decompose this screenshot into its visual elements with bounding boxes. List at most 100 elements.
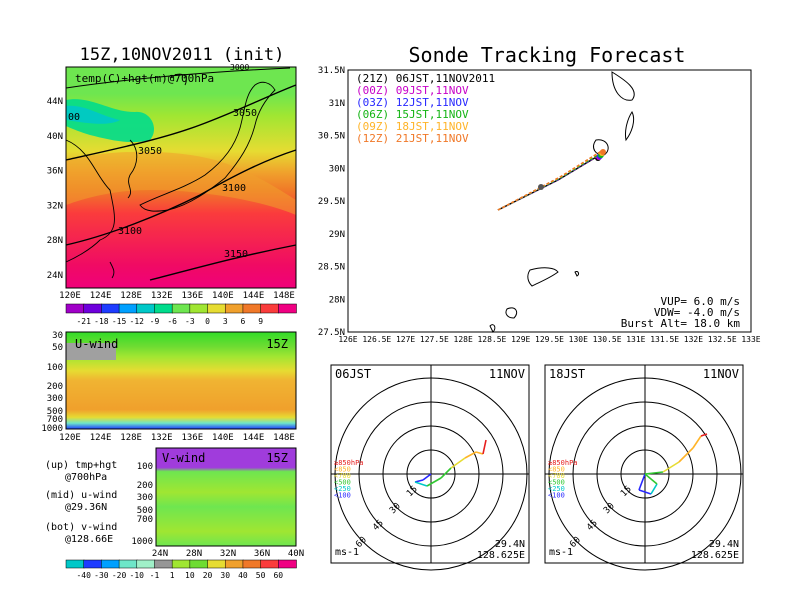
temp-map-panel: 3050 3050 3100 3100 3150 00 3000 temp(C)… — [47, 63, 297, 301]
hodograph-segment — [422, 473, 432, 481]
track-legend-entry: (09Z) 18JST,11NOV — [356, 120, 469, 133]
colorbar-label: 0 — [205, 317, 210, 326]
temp-map-label: temp(C)+hgt(m)@700hPa — [75, 72, 214, 85]
hodograph-level-label: <100 — [334, 492, 351, 500]
axis-tick-label: 500 — [137, 506, 153, 516]
hodograph-segment — [638, 473, 646, 491]
track-endpoint — [600, 149, 606, 155]
axis-tick-label: 27.5N — [318, 328, 345, 338]
colorbar-swatch — [189, 303, 209, 314]
temp-map-frame — [65, 66, 297, 289]
hodograph-frame — [544, 364, 744, 564]
colorbar-label: 10 — [185, 571, 195, 580]
axis-tick-label: 148E — [273, 433, 295, 443]
axis-tick-label: 128E — [120, 291, 142, 301]
hodograph-segment — [650, 483, 658, 495]
colorbar-label: -6 — [167, 317, 177, 326]
axis-tick-label: 120E — [59, 433, 81, 443]
hodograph-date: 11NOV — [703, 367, 739, 381]
axis-tick-label: 131.5E — [650, 335, 679, 344]
colorbar-swatch — [224, 559, 244, 569]
island-small — [574, 271, 579, 277]
island-amami — [527, 267, 559, 287]
colorbar-swatch — [65, 303, 85, 314]
hodograph-level-label: <850 — [334, 466, 351, 474]
hodograph-level-label: <100 — [548, 492, 565, 500]
hodograph-unit: ms-1 — [335, 547, 359, 558]
axis-tick-label: 126.5E — [362, 335, 391, 344]
track-frame — [347, 69, 752, 333]
hodograph-level-label: ≥850hPa — [334, 459, 364, 467]
note-line: @128.66E — [65, 534, 113, 545]
param-vup: VUP= 6.0 m/s — [661, 295, 740, 308]
axis-tick-label: 200 — [137, 481, 153, 491]
axis-tick-label: 144E — [243, 433, 265, 443]
axis-tick-label: 700 — [137, 515, 153, 525]
colorbar-swatch — [260, 303, 280, 314]
note-line: @29.36N — [65, 502, 107, 513]
track-legend-entry: (12Z) 21JST,11NOV — [356, 132, 469, 145]
colorbar-label: -9 — [150, 317, 160, 326]
axis-tick-label: 700 — [47, 415, 63, 425]
colorbar-label: -10 — [130, 571, 145, 580]
axis-tick-label: 100 — [47, 363, 63, 373]
colorbar-swatch — [278, 303, 297, 314]
hodograph-unit: ms-1 — [549, 547, 573, 558]
axis-tick-label: 100 — [137, 462, 153, 472]
temp-colorbar: -21 -18 -15 -12 -9 -6 -3 0 3 6 9 — [65, 303, 297, 326]
colorbar-swatch — [242, 559, 262, 569]
warm-band — [66, 151, 296, 215]
axis-tick-label: 28N — [47, 236, 63, 246]
colorbar-swatch — [136, 559, 156, 569]
u-wind-missing — [66, 343, 116, 360]
colorbar-swatch — [278, 559, 297, 569]
contour-line — [149, 244, 297, 281]
track-legend: (21Z) 06JST,11NOV2011(00Z) 09JST,11NOV(0… — [356, 72, 495, 145]
axis-tick-label: 144E — [243, 291, 265, 301]
track-midpoint — [538, 184, 544, 190]
contour-label: 3100 — [118, 226, 142, 237]
note-line: (up) tmp+hgt — [45, 460, 117, 471]
colorbar-label: 3 — [223, 317, 228, 326]
contour-label: 3100 — [222, 183, 246, 194]
coastline-china — [65, 139, 115, 263]
hodograph-lat: 29.4N — [709, 539, 739, 550]
axis-tick-label: 44N — [47, 97, 63, 107]
temp-lon-ticks: 120E 124E 128E 132E 136E 140E 144E 148E — [59, 291, 295, 301]
colorbar-swatch — [224, 303, 244, 314]
hodograph-segment — [644, 471, 664, 475]
colorbar-label: -20 — [112, 571, 127, 580]
hodograph-segment — [440, 467, 452, 479]
hodograph-date: 11NOV — [489, 367, 525, 381]
axis-tick-label: 130E — [569, 335, 588, 344]
wind-colorbar: -40 -30 -20 -10 -1 1 10 20 30 40 50 60 — [65, 559, 297, 580]
track-legend-entry: (00Z) 09JST,11NOV — [356, 84, 469, 97]
axis-tick-label: 136E — [181, 291, 203, 301]
axis-tick-label: 129.5E — [535, 335, 564, 344]
hodograph-segment — [482, 439, 487, 455]
coastline-japan — [139, 81, 276, 212]
contour-label: 3150 — [224, 249, 248, 260]
axis-tick-label: 31N — [329, 99, 345, 109]
coastline-north — [169, 73, 187, 86]
colorbar-label: -21 — [76, 317, 91, 326]
hodograph-segment — [464, 451, 477, 459]
colorbar-swatch — [65, 559, 85, 569]
u-wind-time: 15Z — [266, 337, 288, 351]
colorbar-label: 60 — [273, 571, 283, 580]
colorbar-swatch — [154, 559, 173, 569]
contour-label: 3050 — [138, 146, 162, 157]
axis-tick-label: 127E — [396, 335, 415, 344]
axis-tick-label: 28N — [329, 295, 345, 305]
colorbar-label: 50 — [256, 571, 266, 580]
main-title: Sonde Tracking Forecast — [409, 43, 686, 67]
hodograph-level-label: <500 — [548, 479, 565, 487]
colorbar-label: -1 — [150, 571, 160, 580]
axis-tick-label: 300 — [47, 394, 63, 404]
v-lat-ticks: 24N 28N 32N 36N 40N — [152, 549, 304, 559]
hodograph-segment — [700, 433, 708, 437]
v-wind-field — [156, 448, 296, 546]
